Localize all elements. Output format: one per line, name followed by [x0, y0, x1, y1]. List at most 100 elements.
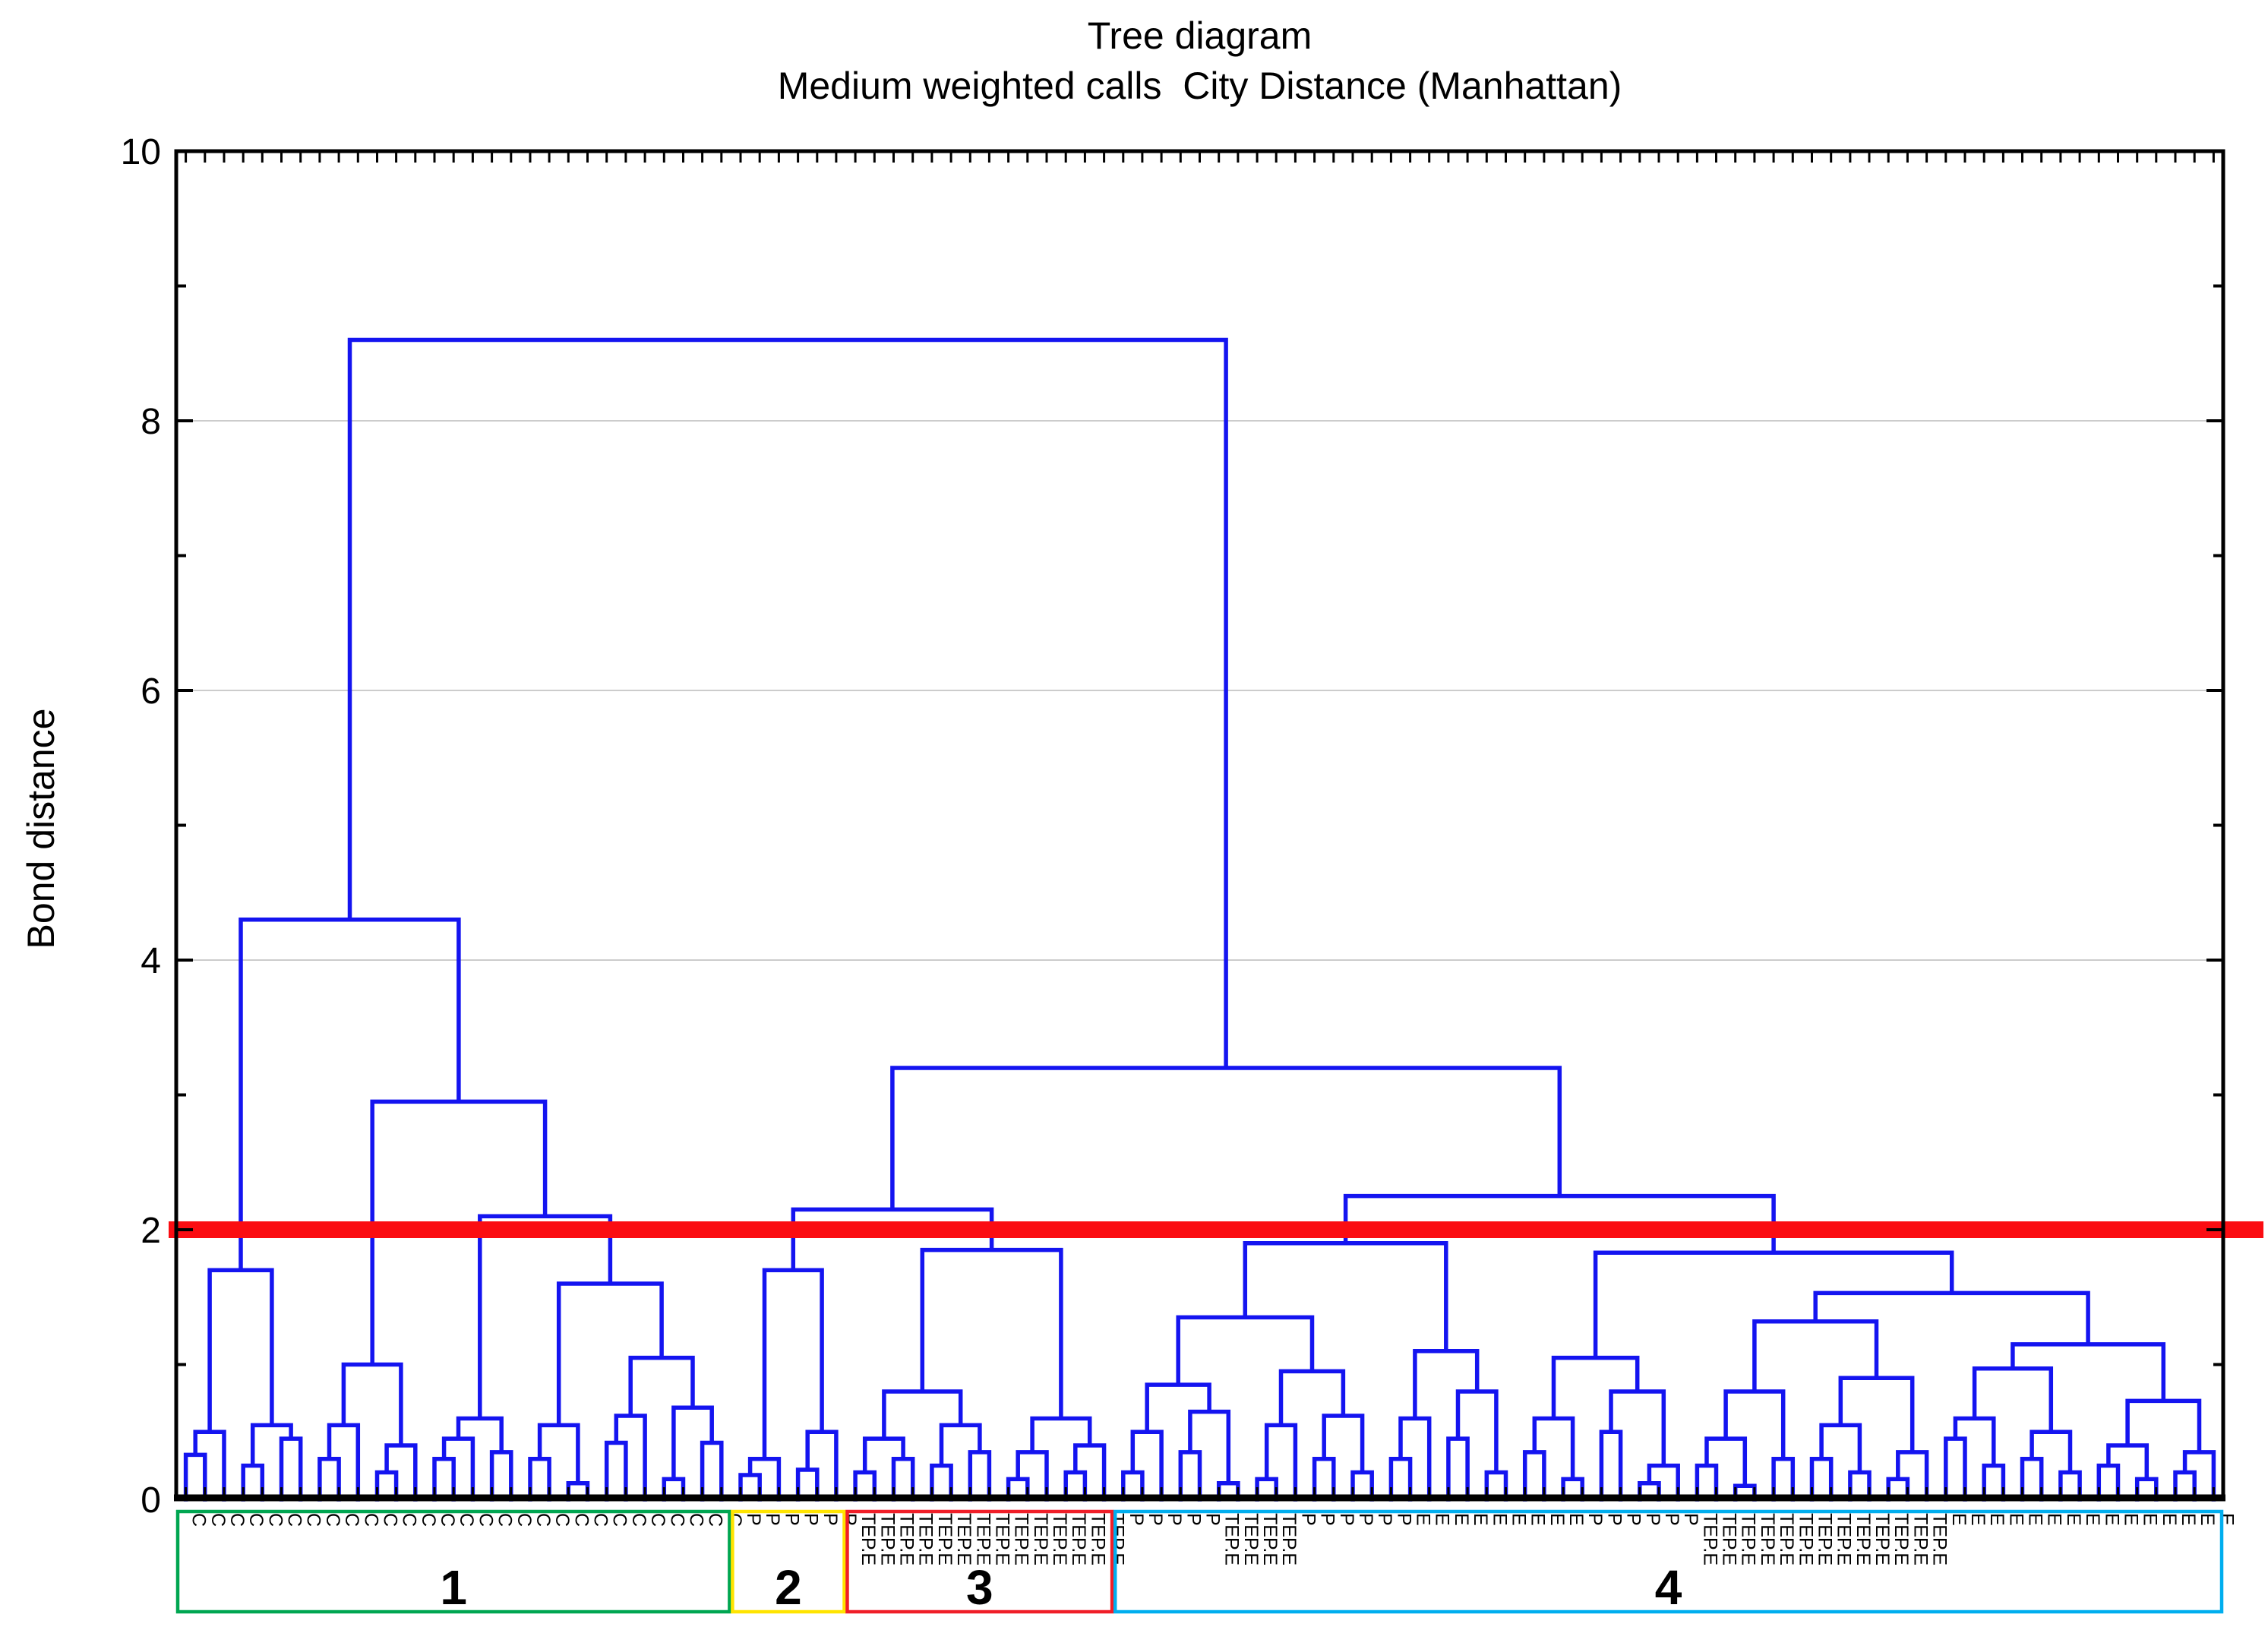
leaf-label: TEP.E: [1909, 1513, 1931, 1565]
leaf-label: TEP.E: [1853, 1513, 1874, 1565]
leaf-label: C: [360, 1513, 381, 1527]
cluster-number-1: 1: [440, 1560, 467, 1615]
cluster-number-2: 2: [775, 1560, 802, 1615]
chart-subtitle: Medium weighted calls City Distance (Man…: [777, 65, 1622, 107]
leaf-label: TEP.E: [1891, 1513, 1912, 1565]
leaf-label: TEP.E: [1738, 1513, 1759, 1565]
leaf-label: TEP.E: [915, 1513, 937, 1565]
leaf-label: P: [1126, 1513, 1147, 1526]
leaf-label: TEP.E: [1030, 1513, 1051, 1565]
leaf-label: P: [1642, 1513, 1663, 1526]
leaf-label: TEP.E: [991, 1513, 1012, 1565]
dendrogram-links: [183, 337, 2216, 1502]
leaf-label: E: [2025, 1513, 2046, 1526]
leaf-label: E: [1565, 1513, 1587, 1526]
leaf-label: TEP.E: [1719, 1513, 1740, 1565]
leaf-label: E: [1948, 1513, 1969, 1526]
leaf-label: C: [666, 1513, 687, 1527]
cluster-box-4: [1113, 1509, 2224, 1614]
leaf-label: TEP.E: [1240, 1513, 1262, 1565]
leaf-label: P: [781, 1513, 802, 1526]
leaf-label: C: [284, 1513, 305, 1527]
chart-title: Tree diagram: [1087, 14, 1312, 57]
leaf-label: E: [1508, 1513, 1530, 1526]
y-tick-label-0: 0: [141, 1480, 161, 1521]
y-tick-label-2: 2: [141, 1211, 161, 1251]
leaf-label: C: [551, 1513, 573, 1527]
leaf-label: TEP.E: [972, 1513, 993, 1565]
leaf-label: TEP.E: [1278, 1513, 1300, 1565]
leaf-label: P: [1603, 1513, 1625, 1526]
leaf-label: E: [2216, 1513, 2237, 1526]
leaf-label: P: [1183, 1513, 1204, 1526]
leaf-label: P: [1661, 1513, 1682, 1526]
y-tick-label-10: 10: [121, 132, 161, 172]
leaf-label: C: [437, 1513, 458, 1527]
leaf-label: C: [590, 1513, 611, 1527]
leaf-label: P: [839, 1513, 860, 1526]
leaf-label: E: [1489, 1513, 1510, 1526]
leaf-label: C: [207, 1513, 229, 1527]
leaf-label: E: [2197, 1513, 2218, 1526]
cluster-number-3: 3: [966, 1560, 993, 1615]
cluster-box-3: [845, 1509, 1114, 1614]
leaf-label: C: [570, 1513, 592, 1527]
leaf-label: P: [1623, 1513, 1644, 1526]
leaf-label: E: [2178, 1513, 2199, 1526]
leaf-label: P: [1336, 1513, 1357, 1526]
leaf-label: C: [322, 1513, 343, 1527]
leaf-label: P: [1584, 1513, 1606, 1526]
y-tick-label-4: 4: [141, 941, 161, 981]
leaf-label: TEP.E: [1259, 1513, 1281, 1565]
leaf-label: C: [628, 1513, 649, 1527]
leaf-label: P: [1202, 1513, 1224, 1526]
leaf-label: E: [2121, 1513, 2142, 1526]
leaf-label: E: [1413, 1513, 1434, 1526]
leaf-label: P: [1374, 1513, 1395, 1526]
leaf-label: P: [1297, 1513, 1319, 1526]
leaf-label: C: [226, 1513, 248, 1527]
cluster-number-4: 4: [1655, 1560, 1682, 1615]
leaf-label: E: [1432, 1513, 1453, 1526]
leaf-label: C: [686, 1513, 707, 1527]
leaf-label: C: [418, 1513, 439, 1527]
leaf-label: P: [1145, 1513, 1166, 1526]
leaf-label: E: [2063, 1513, 2084, 1526]
leaf-label: TEP.E: [1834, 1513, 1855, 1565]
leaf-label: C: [532, 1513, 554, 1527]
leaf-label: TEP.E: [1929, 1513, 1951, 1565]
chart-title-block: Tree diagram Medium weighted calls City …: [176, 11, 2223, 111]
y-tick-label-8: 8: [141, 402, 161, 442]
leaf-label: C: [399, 1513, 420, 1527]
plot-border: [174, 149, 2225, 1502]
cluster-box-1: [175, 1509, 731, 1614]
leaf-label: C: [705, 1513, 726, 1527]
leaf-label: E: [2082, 1513, 2103, 1526]
leaf-label: E: [2101, 1513, 2122, 1526]
leaf-label: P: [762, 1513, 783, 1526]
leaf-label: C: [264, 1513, 286, 1527]
leaf-label: TEP.E: [1815, 1513, 1836, 1565]
leaf-label: C: [609, 1513, 630, 1527]
leaf-label: E: [1451, 1513, 1472, 1526]
leaf-label: C: [647, 1513, 668, 1527]
leaf-ticks: [185, 153, 2215, 1498]
leaf-label: E: [2159, 1513, 2180, 1526]
leaf-label: P: [1355, 1513, 1376, 1526]
y-tick-label-6: 6: [141, 671, 161, 712]
leaf-label: P: [1393, 1513, 1414, 1526]
leaf-label: TEP.E: [1221, 1513, 1243, 1565]
leaf-label: C: [456, 1513, 477, 1527]
cluster-box-2: [731, 1509, 846, 1614]
leaf-label: C: [380, 1513, 401, 1527]
leaf-label: C: [245, 1513, 267, 1527]
leaf-label: TEP.E: [1757, 1513, 1778, 1565]
leaf-label: TEP.E: [934, 1513, 956, 1565]
leaf-label: P: [820, 1513, 841, 1526]
leaf-label: C: [494, 1513, 516, 1527]
leaf-label: P: [1317, 1513, 1338, 1526]
leaf-label: E: [1470, 1513, 1491, 1526]
leaf-label: E: [2044, 1513, 2065, 1526]
leaf-label: P: [1164, 1513, 1185, 1526]
